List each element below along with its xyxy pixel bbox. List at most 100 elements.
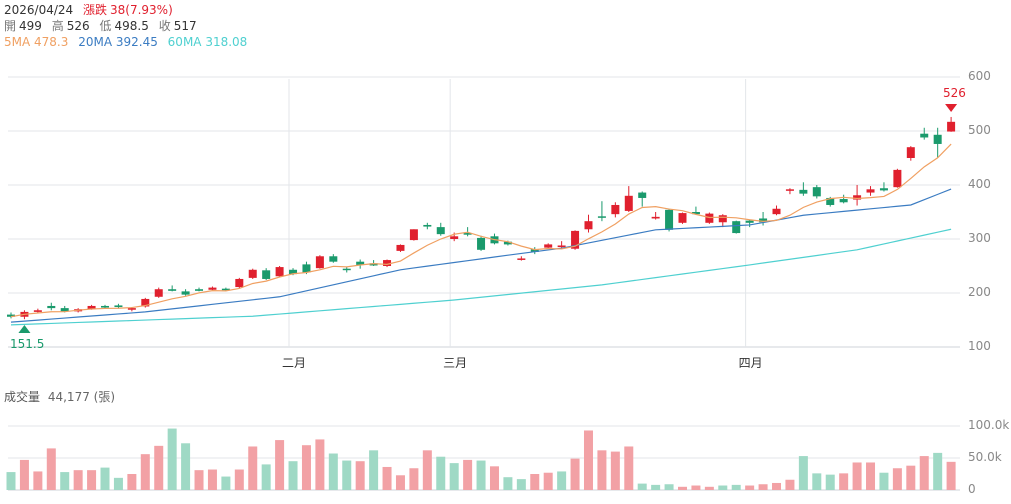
candle-down [732, 221, 741, 234]
volume-bar-down [100, 467, 110, 490]
candle-down [477, 237, 486, 250]
price-tick-label: 200 [968, 285, 991, 299]
candle-up [315, 256, 324, 269]
volume-bar-down [516, 479, 526, 490]
candle-down [101, 305, 110, 308]
candle-down [597, 216, 606, 218]
volume-bar-up [234, 469, 244, 490]
candle-up [33, 310, 42, 312]
volume-bar-down [476, 460, 486, 490]
candle-up [235, 278, 244, 288]
legend-ma5: 5MA 478.3 [4, 35, 69, 49]
volume-bar-down [436, 456, 446, 490]
volume-title: 成交量 44,177 (張) [4, 388, 115, 405]
volume-bar-down [812, 473, 822, 490]
price-tick-label: 400 [968, 177, 991, 191]
volume-bar-up [382, 466, 392, 490]
candle-up [651, 216, 660, 219]
volume-bar-up [87, 470, 97, 490]
volume-bar-down [261, 464, 271, 490]
candle-up [718, 215, 727, 223]
volume-bar-down [637, 483, 647, 490]
ma5-line [10, 143, 952, 318]
volume-bar-down [718, 485, 728, 490]
volume-bar-up [543, 472, 553, 490]
volume-bar-up [866, 462, 876, 490]
volume-bar-up [906, 465, 916, 490]
candle-up [571, 230, 580, 249]
volume-bar-down [6, 472, 16, 490]
ma20-line [10, 188, 952, 323]
volume-bar-down [342, 460, 352, 490]
volume-bar-up [946, 461, 956, 490]
low-label: 低 [99, 19, 112, 33]
volume-bar-up [140, 454, 150, 490]
ma60-line [10, 228, 952, 326]
candle-down [423, 224, 432, 227]
candle-down [369, 263, 378, 266]
volume-bar-down [664, 484, 674, 490]
candle-down [839, 199, 848, 203]
candle-down [114, 305, 123, 308]
candle-down [7, 314, 15, 317]
volume-bar-up [409, 468, 419, 490]
volume-bar-down [449, 463, 459, 490]
volume-bar-down [369, 450, 379, 490]
volume-bar-up [839, 473, 849, 490]
candle-down [168, 289, 177, 291]
candle-down [745, 220, 754, 223]
header-row-1: 2026/04/24 漲跌 38(7.93%) [4, 3, 179, 17]
high-label: 高 [51, 19, 64, 33]
change-label: 漲跌 [83, 3, 108, 17]
high-marker-arrow-icon [945, 104, 958, 112]
candle-up [853, 195, 862, 200]
price-tick-label: 100 [968, 339, 991, 353]
volume-bar-up [301, 445, 311, 490]
volume-bar-down [825, 474, 835, 490]
candle-up [248, 269, 257, 278]
volume-bar-up [678, 486, 687, 490]
candle-up [893, 169, 902, 188]
volume-bar-up [395, 475, 405, 490]
candle-down [799, 189, 808, 194]
high-value: 526 [66, 19, 90, 33]
volume-bar-up [489, 466, 499, 490]
candle-up [127, 308, 136, 310]
low-marker-label: 151.5 [10, 337, 45, 351]
volume-bar-down [288, 461, 298, 490]
candle-up [772, 208, 781, 215]
volume-bar-up [852, 462, 862, 490]
low-marker-arrow-icon [18, 325, 31, 333]
volume-bar-up [19, 459, 29, 490]
candle-down [812, 187, 821, 197]
volume-value: 44,177 (張) [47, 390, 116, 404]
volume-bar-up [597, 450, 607, 490]
candle-up [584, 221, 593, 230]
volume-tick-label: 0 [968, 482, 976, 496]
volume-bar-up [207, 469, 217, 490]
volume-label: 成交量 [4, 390, 41, 404]
candle-down [463, 233, 472, 235]
volume-bar-up [745, 485, 755, 490]
candle-down [530, 249, 539, 252]
candle-up [544, 244, 553, 248]
volume-tick-label: 50.0k [968, 450, 1002, 464]
volume-bar-up [46, 448, 56, 490]
volume-bar-up [704, 486, 714, 490]
price-tick-label: 500 [968, 123, 991, 137]
volume-bar-up [583, 430, 593, 490]
candle-up [785, 189, 794, 191]
volume-bar-up [530, 474, 540, 490]
candle-down [262, 270, 271, 279]
high-marker-label: 526 [943, 86, 966, 100]
volume-bar-up [248, 446, 258, 490]
candle-up [275, 267, 284, 277]
candle-up [906, 147, 915, 158]
candle-up [208, 287, 217, 290]
volume-bar-up [73, 470, 83, 490]
volume-bar-up [194, 470, 204, 490]
volume-bar-down [503, 477, 513, 490]
volume-bar-up [463, 459, 473, 490]
month-label: 三月 [443, 356, 468, 370]
